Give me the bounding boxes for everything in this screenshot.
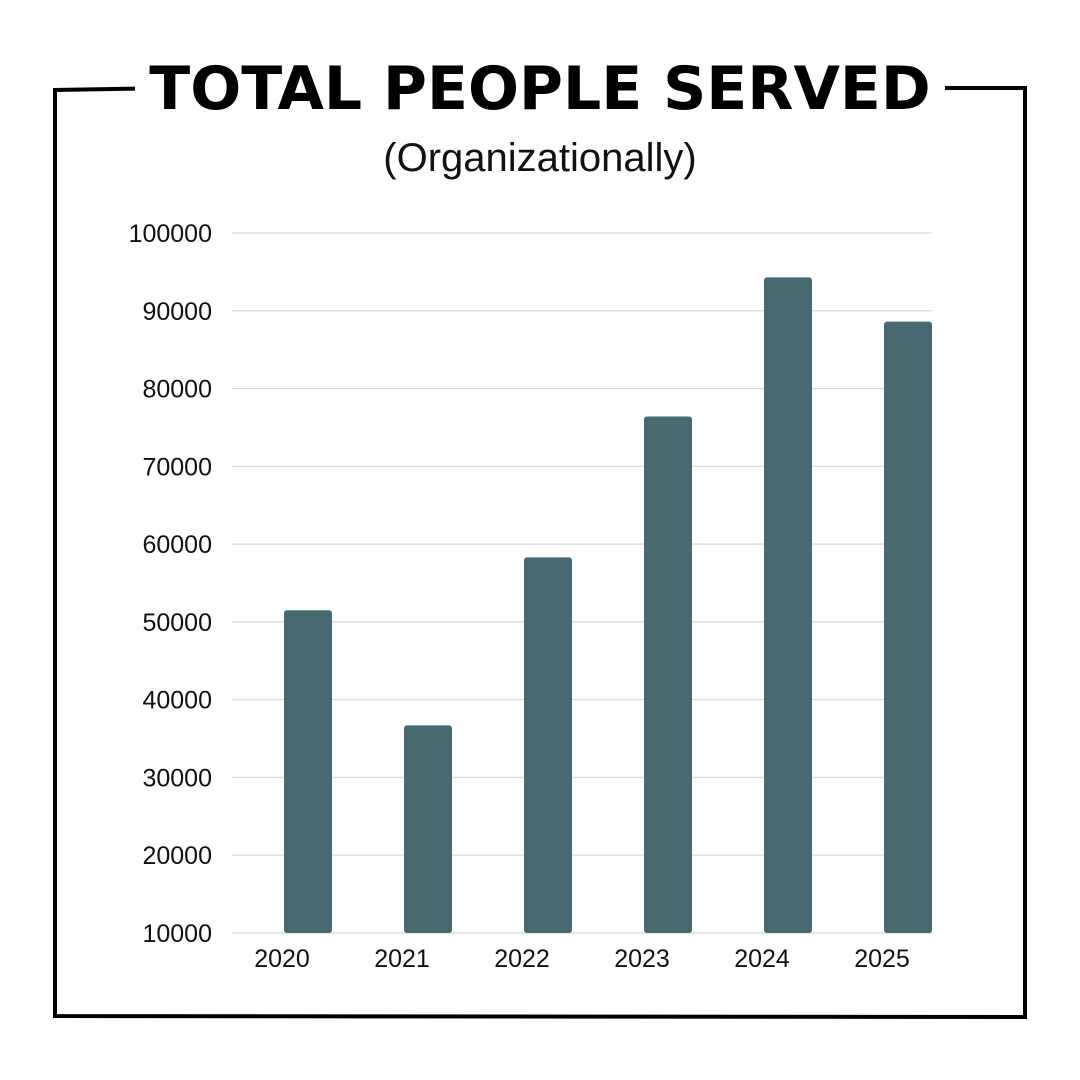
bar-2025 (884, 321, 932, 934)
y-tick-label: 20000 (142, 842, 212, 870)
x-tick-label: 2022 (494, 945, 550, 973)
y-tick-label: 30000 (142, 764, 212, 792)
x-tick-label: 2021 (374, 945, 430, 973)
x-tick-label: 2024 (734, 945, 790, 973)
y-tick-label: 100000 (129, 220, 212, 248)
title-wrapper: TOTAL PEOPLE SERVED (0, 50, 1080, 128)
bar-2020 (284, 610, 332, 933)
y-tick-label: 10000 (142, 920, 212, 948)
y-tick-label: 50000 (142, 609, 212, 637)
chart-title: TOTAL PEOPLE SERVED (135, 50, 945, 128)
bars (284, 277, 932, 934)
x-tick-label: 2020 (254, 945, 310, 973)
x-tick-label: 2023 (614, 945, 670, 973)
x-tick-label: 2025 (854, 945, 910, 973)
y-tick-label: 70000 (142, 453, 212, 481)
y-tick-label: 60000 (142, 531, 212, 559)
y-tick-label: 80000 (142, 376, 212, 404)
bar-2023 (644, 416, 692, 933)
x-axis-ticks: 2020 2021 2022 2023 2024 2025 (254, 945, 910, 973)
y-tick-label: 90000 (142, 298, 212, 326)
chart-subtitle: (Organizationally) (383, 136, 697, 180)
bar-2024 (764, 277, 812, 933)
bar-2021 (404, 725, 452, 933)
y-tick-label: 40000 (142, 687, 212, 715)
gridlines (232, 232, 932, 934)
y-axis-ticks: 10000 20000 30000 40000 50000 60000 70000 80000… (129, 220, 212, 948)
bar-2022 (524, 557, 572, 933)
